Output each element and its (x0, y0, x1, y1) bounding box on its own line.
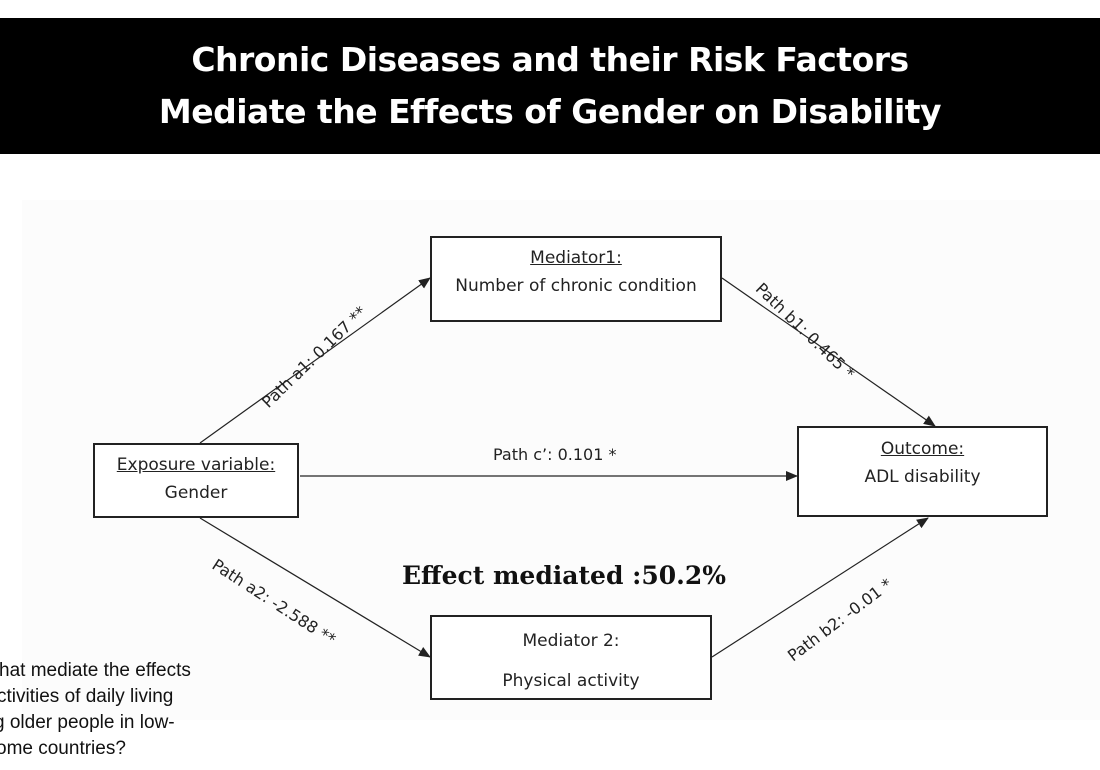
title-banner: Chronic Diseases and their Risk Factors … (0, 18, 1100, 154)
title-line-2: Mediate the Effects of Gender on Disabil… (158, 92, 942, 131)
mediator2-heading: Mediator 2: (522, 631, 620, 651)
question-line-2: ctivities of daily living (0, 686, 174, 707)
mediator2-label: Physical activity (502, 671, 640, 691)
exposure-heading: Exposure variable: (116, 455, 276, 475)
outcome-label: ADL disability (864, 467, 981, 487)
question-line-3: g older people in low- (0, 712, 175, 733)
question-text: hat mediate the effects ctivities of dai… (0, 658, 240, 762)
outcome-heading: Outcome: (880, 439, 965, 459)
effect-mediated-text: Effect mediated :50.2% (402, 561, 726, 590)
path-c-label: Path c’: 0.101 * (493, 445, 617, 464)
mediator1-heading: Mediator1: (530, 248, 622, 268)
outcome-box: Outcome: ADL disability (797, 426, 1048, 517)
arrow-a2 (199, 517, 431, 658)
mediator2-box: Mediator 2: Physical activity (430, 615, 712, 700)
exposure-label: Gender (164, 483, 228, 503)
question-line-1: hat mediate the effects (0, 660, 191, 681)
arrow-a1 (199, 277, 431, 444)
exposure-box: Exposure variable: Gender (93, 443, 299, 518)
arrow-b1 (721, 277, 936, 427)
title-line-1: Chronic Diseases and their Risk Factors (191, 40, 909, 79)
mediator1-label: Number of chronic condition (455, 276, 697, 296)
question-line-4: ome countries? (0, 738, 126, 759)
mediator1-box: Mediator1: Number of chronic condition (430, 236, 722, 322)
arrow-b2 (711, 517, 929, 658)
